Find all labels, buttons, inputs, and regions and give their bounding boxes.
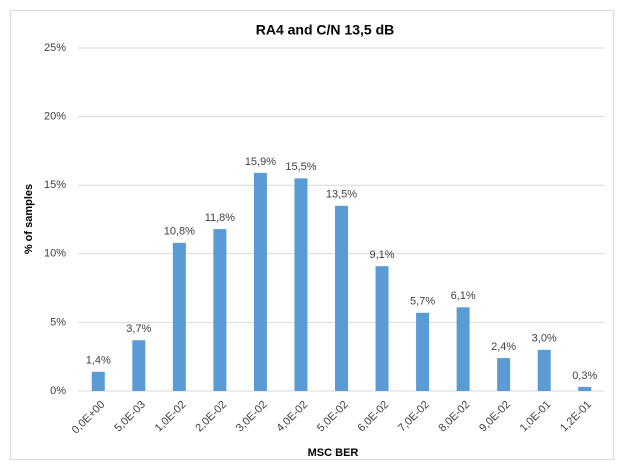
x-axis-title: MSC BER xyxy=(308,447,359,459)
value-label: 9,1% xyxy=(369,249,394,261)
value-label: 2,4% xyxy=(491,341,516,353)
y-tick-label: 5% xyxy=(50,316,66,328)
bar xyxy=(578,386,592,391)
value-label: 1,4% xyxy=(86,355,111,367)
y-tick-label: 0% xyxy=(50,385,66,397)
y-tick-label: 15% xyxy=(44,179,66,191)
bar xyxy=(172,242,186,391)
value-label: 13,5% xyxy=(326,189,357,201)
bar xyxy=(91,371,105,391)
value-label: 11,8% xyxy=(205,212,236,224)
value-label: 6,1% xyxy=(451,290,476,302)
value-label: 10,8% xyxy=(164,226,195,238)
value-label: 15,9% xyxy=(245,156,276,168)
chart-title: RA4 and C/N 13,5 dB xyxy=(256,22,394,38)
value-label: 3,7% xyxy=(126,323,151,335)
bar xyxy=(456,307,470,391)
value-label: 0,3% xyxy=(572,370,597,382)
bar xyxy=(497,358,511,391)
bar xyxy=(294,178,308,391)
bar xyxy=(213,229,227,391)
y-tick-label: 10% xyxy=(44,248,66,260)
bar xyxy=(253,172,267,391)
bar xyxy=(335,205,348,391)
value-label: 5,7% xyxy=(410,296,435,308)
bar xyxy=(537,349,551,391)
value-label: 15,5% xyxy=(285,161,316,173)
y-tick-label: 25% xyxy=(44,42,66,54)
bar xyxy=(132,340,146,391)
bar xyxy=(375,266,389,391)
chart-border xyxy=(10,10,614,460)
y-tick-label: 20% xyxy=(44,111,66,123)
y-axis-title: % of samples xyxy=(23,184,35,254)
value-label: 3,0% xyxy=(532,333,557,345)
bar xyxy=(416,312,430,391)
